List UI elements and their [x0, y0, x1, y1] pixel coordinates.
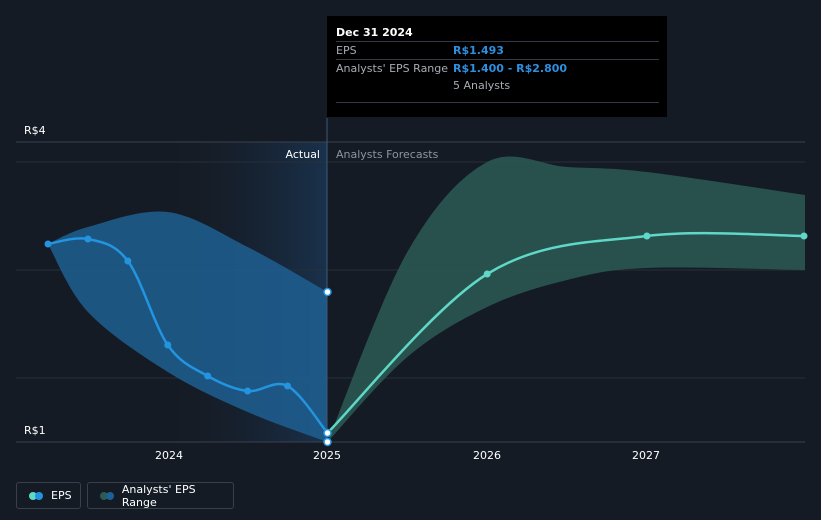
y-tick-top: R$4 [24, 124, 46, 137]
actual-eps-point [124, 257, 132, 265]
legend-eps-label: EPS [51, 489, 72, 502]
y-tick-bottom: R$1 [24, 424, 46, 437]
x-tick-2026: 2026 [473, 449, 501, 462]
x-tick-2025: 2025 [313, 449, 341, 462]
forecast-eps-range-band [327, 156, 805, 442]
actual-eps-line [47, 237, 329, 434]
tooltip-range-label: Analysts' EPS Range [336, 62, 449, 75]
actual-eps-point [44, 240, 52, 248]
eps-tooltip: Dec 31 2024 EPS R$1.493 Analysts' EPS Ra… [327, 16, 667, 117]
legend-eps[interactable]: EPS [16, 482, 81, 509]
tooltip-date: Dec 31 2024 [336, 26, 413, 39]
x-tick-2024: 2024 [155, 449, 183, 462]
actual-label: Actual [286, 148, 320, 161]
tooltip-analysts-count: 5 Analysts [453, 79, 511, 92]
forecast-eps-point [800, 232, 808, 240]
actual-eps-range-band [48, 211, 328, 442]
forecast-eps-point [643, 232, 651, 240]
forecast-eps-point [483, 270, 491, 278]
tooltip-range-row: Analysts' EPS Range R$1.400 - R$2.800 [336, 59, 659, 77]
actual-eps-point [244, 387, 252, 395]
eps-legend-swatch-icon [29, 491, 43, 500]
tooltip-eps-label: EPS [336, 44, 357, 57]
actual-eps-point [164, 341, 172, 349]
tooltip-eps-point [323, 428, 332, 438]
legend-range-label: Analysts' EPS Range [121, 482, 196, 509]
eps-lines [47, 231, 806, 434]
eps-points [44, 232, 808, 447]
tooltip-eps-row: EPS R$1.493 [336, 41, 659, 59]
tooltip-analysts-row: 5 Analysts [336, 77, 659, 94]
eps-range-bands [48, 156, 805, 442]
actual-eps-point [204, 372, 212, 380]
tooltip-range-high-point [323, 287, 332, 297]
forecast-eps-line [326, 231, 806, 434]
forecast-label: Analysts Forecasts [336, 148, 439, 161]
range-legend-swatch-icon [100, 491, 114, 500]
actual-eps-point [84, 235, 92, 243]
x-tick-2027: 2027 [632, 449, 660, 462]
tooltip-range-value: R$1.400 - R$2.800 [453, 62, 568, 75]
tooltip-range-low-point [323, 437, 332, 447]
tooltip-eps-value: R$1.493 [453, 44, 504, 57]
actual-eps-point [284, 382, 292, 390]
legend-eps-range[interactable]: Analysts' EPS Range [87, 482, 234, 509]
